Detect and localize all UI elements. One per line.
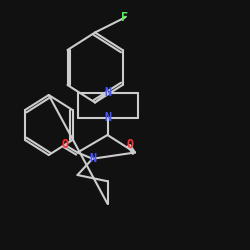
Text: N: N [104, 111, 111, 124]
Text: N: N [89, 152, 96, 165]
Text: O: O [62, 138, 68, 151]
Text: F: F [122, 11, 128, 24]
Text: N: N [104, 86, 111, 99]
Text: O: O [126, 138, 134, 151]
